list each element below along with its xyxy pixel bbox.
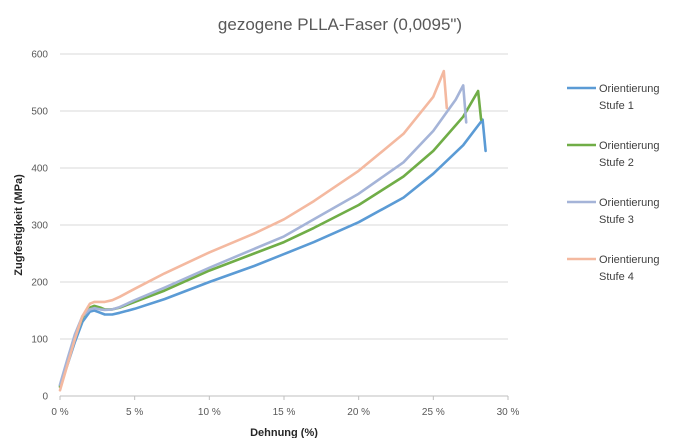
y-tick-label: 600	[31, 50, 48, 61]
x-tick-label: 25 %	[422, 407, 445, 418]
y-tick-label: 500	[31, 107, 48, 118]
x-axis-label: Dehnung (%)	[250, 427, 318, 438]
series-line-3	[58, 84, 468, 386]
x-tick-label: 20 %	[347, 407, 370, 418]
legend-label: Stufe 2	[599, 157, 634, 169]
legend-item-2: Orientierung Stufe 2	[567, 140, 660, 169]
x-tick-label: 15 %	[273, 407, 296, 418]
grid-lines	[60, 53, 508, 340]
y-tick-label: 300	[31, 221, 48, 232]
x-tick-label: 5 %	[126, 407, 143, 418]
legend-label: Orientierung	[599, 254, 660, 266]
x-tick-label: 30 %	[497, 407, 520, 418]
legend-label: Stufe 1	[599, 100, 634, 112]
series-line-4	[58, 69, 449, 392]
legend-label: Orientierung	[599, 83, 660, 95]
legend-label: Orientierung	[599, 140, 660, 152]
legend-label: Stufe 4	[599, 271, 634, 283]
y-tick-label: 100	[31, 335, 48, 346]
y-axis-label: Zugfestigkeit (MPa)	[13, 174, 25, 276]
x-axis-ticks: 0 % 5 % 10 % 15 % 20 % 25 % 30 %	[51, 396, 520, 418]
series-line-1	[58, 118, 487, 388]
y-tick-label: 200	[31, 278, 48, 289]
y-tick-label: 400	[31, 164, 48, 175]
x-tick-label: 10 %	[198, 407, 221, 418]
y-axis-ticks: 0 100 200 300 400 500 600	[31, 50, 48, 403]
legend-label: Orientierung	[599, 197, 660, 209]
series-line-2	[58, 89, 483, 389]
legend-item-1: Orientierung Stufe 1	[567, 83, 660, 112]
y-tick-label: 0	[42, 392, 48, 403]
legend-item-3: Orientierung Stufe 3	[567, 197, 660, 226]
x-tick-label: 0 %	[51, 407, 68, 418]
legend-label: Stufe 3	[599, 214, 634, 226]
series-lines	[58, 69, 487, 392]
chart-title: gezogene PLLA-Faser (0,0095")	[218, 15, 462, 34]
legend-item-4: Orientierung Stufe 4	[567, 254, 660, 283]
